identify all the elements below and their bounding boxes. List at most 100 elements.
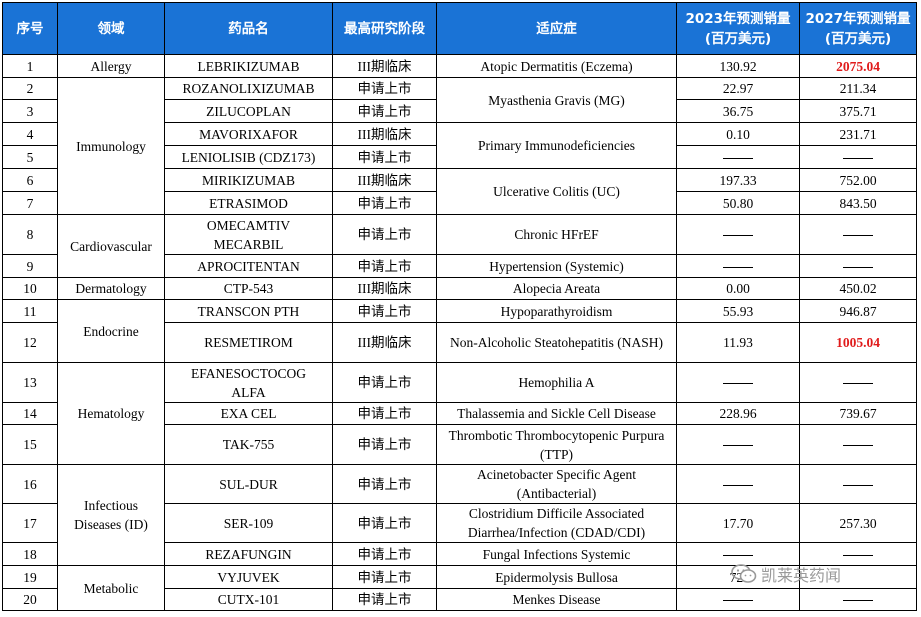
seq-cell: 1 xyxy=(2,54,58,78)
drug-cell: CTP-543 xyxy=(164,277,333,300)
sales-2027-cell xyxy=(799,424,917,465)
sales-2027-cell xyxy=(799,214,917,255)
sales-2023-cell xyxy=(676,464,800,504)
indication-cell: Menkes Disease xyxy=(436,588,677,611)
sales-2027-cell: 257.30 xyxy=(799,503,917,543)
drug-cell: CUTX-101 xyxy=(164,588,333,611)
area-cell-immunology: Immunology xyxy=(57,77,165,215)
stage-cell: III期临床 xyxy=(332,322,437,363)
header-sales-2027-line1: 2027年预测销量 xyxy=(805,10,911,27)
sales-2023-cell: 17.70 xyxy=(676,503,800,543)
sales-2023-cell: 0.10 xyxy=(676,122,800,146)
sales-2027-cell: 231.71 xyxy=(799,122,917,146)
sales-2027-cell xyxy=(799,565,917,589)
seq-cell: 10 xyxy=(2,277,58,300)
indication-cell: Primary Immunodeficiencies xyxy=(436,122,677,169)
stage-cell: 申请上市 xyxy=(332,588,437,611)
drug-cell: EFANESOCTOCOG ALFA xyxy=(164,362,333,403)
sales-2027-cell: 946.87 xyxy=(799,299,917,323)
sales-2027-cell: 739.67 xyxy=(799,402,917,425)
stage-cell: 申请上市 xyxy=(332,565,437,589)
header-indication: 适应症 xyxy=(436,2,677,55)
drug-cell: SUL-DUR xyxy=(164,464,333,504)
stage-cell: 申请上市 xyxy=(332,254,437,278)
stage-cell: 申请上市 xyxy=(332,424,437,465)
table-row: 4 MAVORIXAFOR III期临床 Primary Immunodefic… xyxy=(2,122,917,169)
indication-cell: Thrombotic Thrombocytopenic Purpura (TTP) xyxy=(436,424,677,465)
indication-line-1: Thrombotic Thrombocytopenic Purpura xyxy=(448,427,665,443)
drug-line-1: EFANESOCTOCOG xyxy=(190,365,306,381)
seq-cell: 20 xyxy=(2,588,58,611)
stage-cell: 申请上市 xyxy=(332,145,437,169)
indication-line-2: Diarrhea/Infection (CDAD/CDI) xyxy=(467,525,646,540)
sales-2027-cell: 752.00 xyxy=(799,168,917,192)
dash-mark xyxy=(723,445,753,447)
stage-cell: 申请上市 xyxy=(332,503,437,543)
stage-cell: 申请上市 xyxy=(332,191,437,215)
drug-cell: ZILUCOPLAN xyxy=(164,99,333,123)
dash-mark xyxy=(723,235,753,237)
header-seq: 序号 xyxy=(2,2,58,55)
seq-cell: 18 xyxy=(2,542,58,566)
indication-cell: Non-Alcoholic Steatohepatitis (NASH) xyxy=(436,322,677,363)
area-cell-allergy: Allergy xyxy=(57,54,165,78)
seq-cell: 14 xyxy=(2,402,58,425)
seq-cell: 7 xyxy=(2,191,58,215)
stage-cell: 申请上市 xyxy=(332,99,437,123)
sales-2023-cell: 0.00 xyxy=(676,277,800,300)
area-cell-hematology: Hematology xyxy=(57,362,165,465)
drug-cell: EXA CEL xyxy=(164,402,333,425)
stage-cell: 申请上市 xyxy=(332,402,437,425)
sales-2023-cell xyxy=(676,424,800,465)
stage-cell: 申请上市 xyxy=(332,299,437,323)
dash-mark xyxy=(843,445,873,447)
seq-cell: 8 xyxy=(2,214,58,255)
sales-2023-cell: 22.97 xyxy=(676,77,800,100)
stage-cell: III期临床 xyxy=(332,277,437,300)
sales-2023-cell: 55.93 xyxy=(676,299,800,323)
dash-mark xyxy=(723,484,753,486)
header-sales-2023-line2: (百万美元) xyxy=(704,30,772,47)
table-row: 11 Endocrine TRANSCON PTH 申请上市 Hypoparat… xyxy=(2,299,917,363)
sales-2023-cell: 228.96 xyxy=(676,402,800,425)
table-row: 5 LENIOLISIB (CDZ173) 申请上市 xyxy=(2,145,917,169)
indication-cell: Clostridium Difficile Associated Diarrhea… xyxy=(436,503,677,543)
sales-2023-cell: 72. xyxy=(676,565,800,589)
header-sales-2023-line1: 2023年预测销量 xyxy=(685,10,791,27)
sales-2027-cell: 450.02 xyxy=(799,277,917,300)
indication-cell: Ulcerative Colitis (UC) xyxy=(436,168,677,215)
dash-mark xyxy=(843,383,873,385)
sales-2027-cell xyxy=(799,145,917,169)
sales-2027-cell: 211.34 xyxy=(799,77,917,100)
indication-cell: Epidermolysis Bullosa xyxy=(436,565,677,589)
dash-mark xyxy=(843,484,873,486)
header-field: 领域 xyxy=(57,2,165,55)
stage-cell: 申请上市 xyxy=(332,77,437,100)
sales-2027-cell xyxy=(799,464,917,504)
area-cell-metabolic: Metabolic xyxy=(57,565,165,611)
drug-line-2: MECARBIL xyxy=(213,236,284,252)
stage-cell: III期临床 xyxy=(332,54,437,78)
sales-2027-cell: 375.71 xyxy=(799,99,917,123)
drug-cell: OMECAMTIV MECARBIL xyxy=(164,214,333,255)
sales-2023-cell: 11.93 xyxy=(676,322,800,363)
area-line-2: Diseases (ID) xyxy=(74,517,148,532)
dash-mark xyxy=(723,554,753,556)
area-cell-cardiovascular: Cardiovascular xyxy=(57,214,165,278)
indication-cell: Hypertension (Systemic) xyxy=(436,254,677,278)
dash-mark xyxy=(843,235,873,237)
seq-cell: 5 xyxy=(2,145,58,169)
table-row: 10 Dermatology CTP-543 III期临床 Alopecia A… xyxy=(2,277,917,300)
table-row: 19 Metabolic VYJUVEK 申请上市 Epidermolysis … xyxy=(2,565,917,611)
indication-cell: Hypoparathyroidism xyxy=(436,299,677,323)
sales-2027-cell xyxy=(799,362,917,403)
sales-2027-cell xyxy=(799,254,917,278)
header-stage: 最高研究阶段 xyxy=(332,2,437,55)
dash-mark xyxy=(843,266,873,268)
header-sales-2027: 2027年预测销量 (百万美元) xyxy=(799,2,917,55)
indication-cell: Fungal Infections Systemic xyxy=(436,542,677,566)
seq-cell: 11 xyxy=(2,299,58,323)
dash-mark xyxy=(843,157,873,159)
stage-cell: 申请上市 xyxy=(332,464,437,504)
